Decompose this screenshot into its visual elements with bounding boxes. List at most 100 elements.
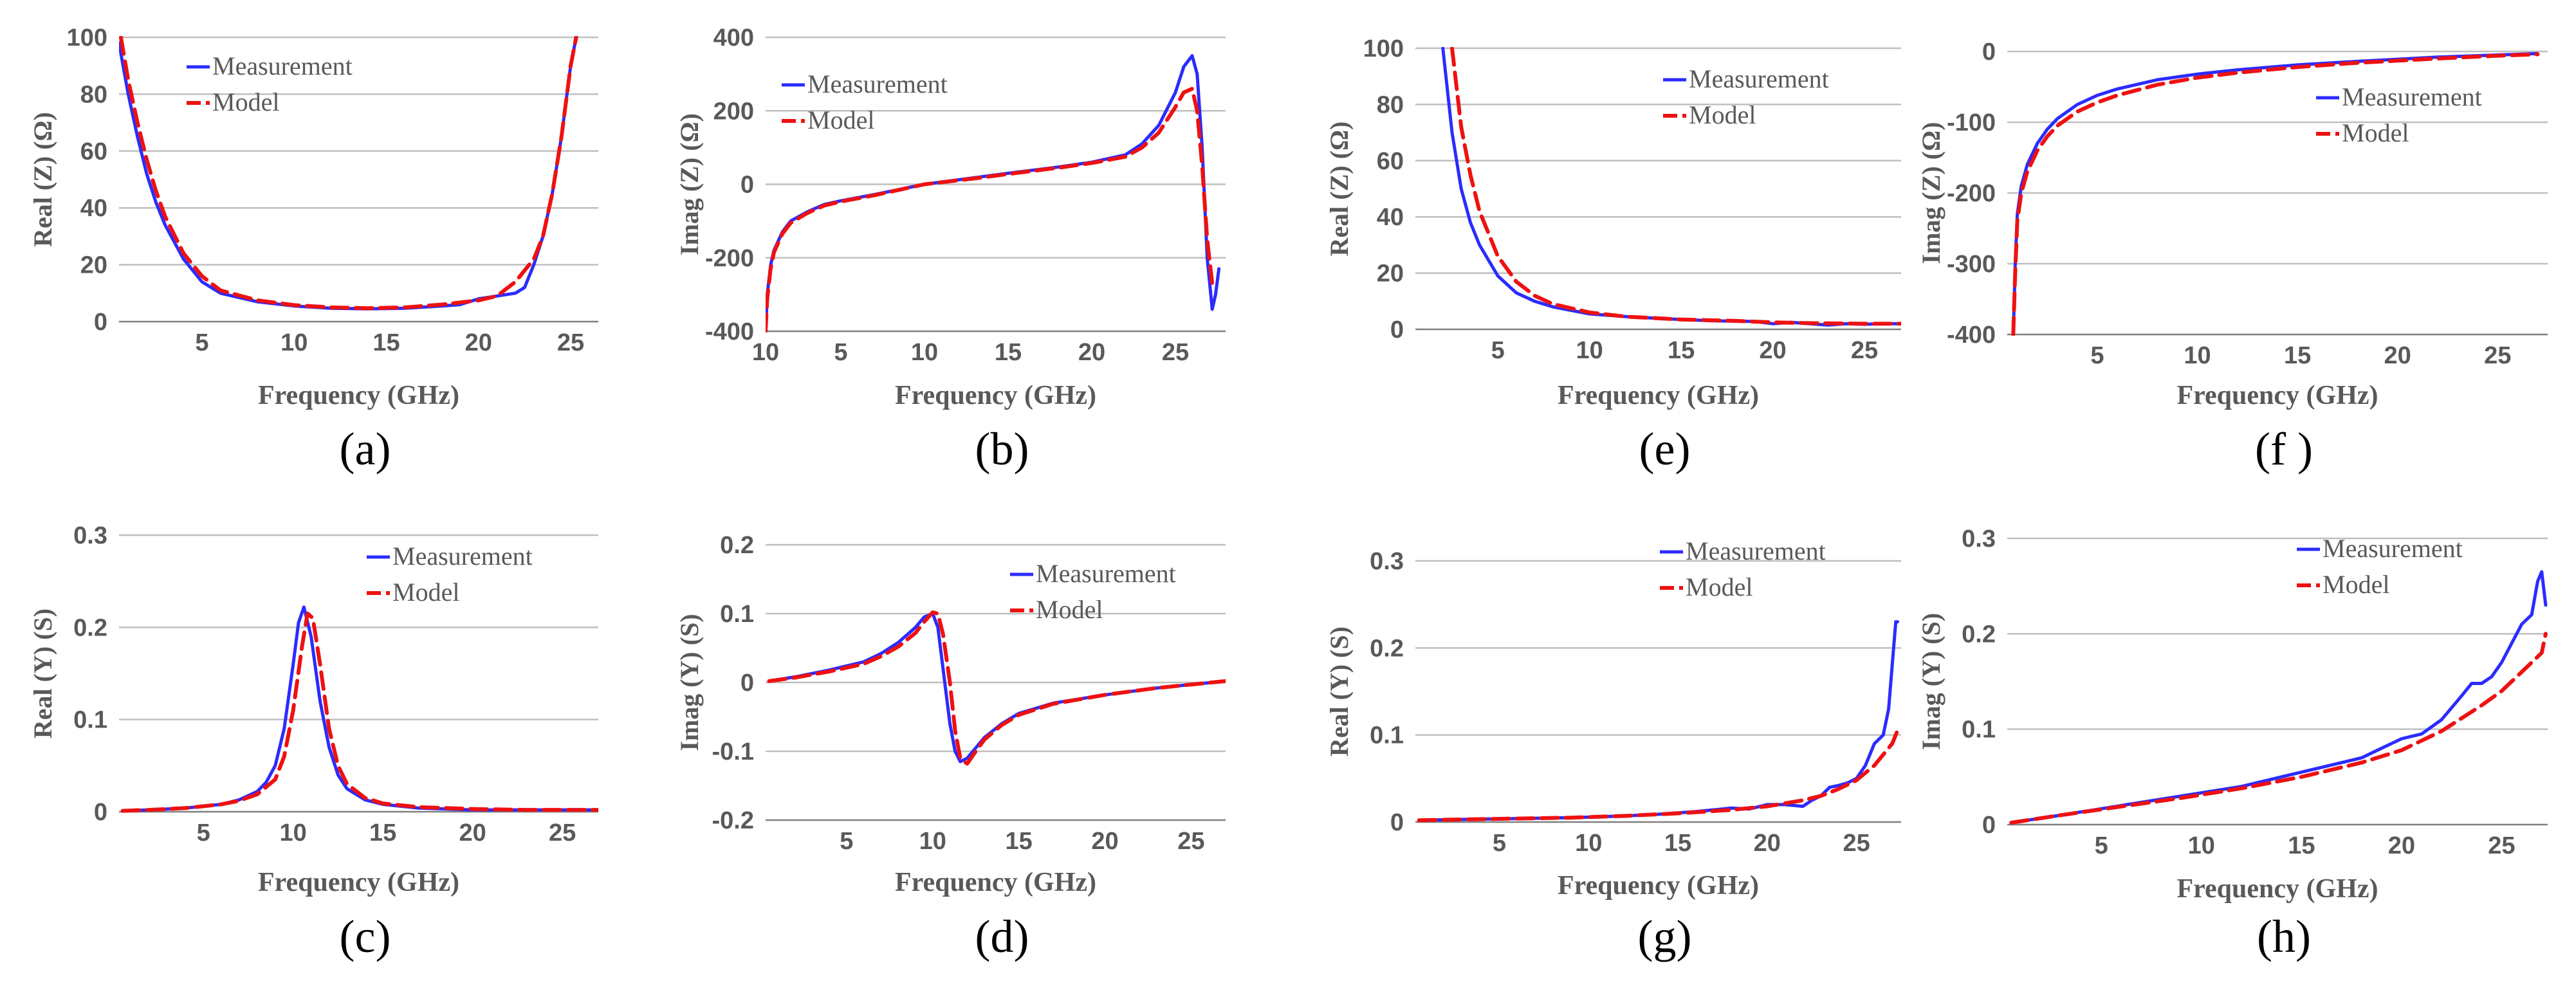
panel-label: (e) xyxy=(1639,423,1691,475)
y-tick-label: 0.2 xyxy=(1370,635,1404,662)
y-tick-label: 0 xyxy=(1390,809,1404,836)
y-tick-label: 60 xyxy=(80,138,107,165)
y-tick-label: -200 xyxy=(705,245,754,272)
legend-model-label: Model xyxy=(2323,570,2389,599)
panel-label: (b) xyxy=(975,423,1029,475)
x-tick-label: 20 xyxy=(2384,342,2411,369)
legend-model-label: Model xyxy=(1686,572,1753,601)
y-axis-label: Imag (Z) (Ω) xyxy=(1917,122,1946,264)
y-axis-label: Real (Z) (Ω) xyxy=(28,112,57,247)
x-tick-label: 10 xyxy=(1575,830,1602,857)
x-tick-label: 25 xyxy=(2484,342,2511,369)
x-axis-label: Frequency (GHz) xyxy=(258,868,459,897)
panel-label: (g) xyxy=(1638,911,1692,962)
x-tick-label: 15 xyxy=(1668,337,1695,364)
measurement-series-line xyxy=(1441,47,1901,327)
model-series-line xyxy=(1417,728,1900,823)
x-tick-label: 10 xyxy=(919,828,946,855)
panel-label: (a) xyxy=(340,423,391,475)
x-tick-label: 25 xyxy=(1843,830,1870,857)
x-tick-label: 15 xyxy=(2284,342,2311,369)
measurement-series-line xyxy=(767,612,1226,764)
x-tick-label: 20 xyxy=(1091,828,1118,855)
legend-measurement-label: Measurement xyxy=(1689,64,1829,93)
y-tick-label: 0.3 xyxy=(1962,526,1996,553)
x-tick-label: 15 xyxy=(373,329,400,356)
x-tick-label: 20 xyxy=(465,329,492,356)
legend-model-label: Model xyxy=(1036,595,1103,624)
x-tick-label: 15 xyxy=(1664,830,1691,857)
y-tick-label: -0.1 xyxy=(712,738,754,765)
y-tick-label: 0.2 xyxy=(1962,621,1996,648)
x-tick-label: 20 xyxy=(2388,832,2415,859)
legend-model-label: Model xyxy=(807,105,874,134)
y-tick-label: 80 xyxy=(80,81,107,108)
legend-measurement-label: Measurement xyxy=(2342,82,2482,111)
x-tick-label: 25 xyxy=(1851,337,1878,364)
legend-measurement-label: Measurement xyxy=(212,51,353,80)
chart-panel-d: -0.2 -0.1 0 0.1 0.2 5 10 15 20 25 Frequency (GHz) I… xyxy=(675,532,1226,962)
measurement-series-line xyxy=(1417,620,1899,822)
x-tick-label: 10 xyxy=(281,329,308,356)
y-tick-label: 0.1 xyxy=(720,601,754,628)
x-tick-label: 5 xyxy=(1491,337,1505,364)
chart-panel-h: 0 0.1 0.2 0.3 5 10 15 20 25 Frequency (GHz) Imag (… xyxy=(1917,526,2548,962)
y-tick-label: 0 xyxy=(94,309,107,336)
x-tick-label: 25 xyxy=(549,819,576,846)
chart-panel-a: 0 20 40 60 80 100 5 10 15 20 25 Frequency (GHz) Real… xyxy=(28,24,598,475)
y-tick-label: -100 xyxy=(1947,109,1996,136)
model-series-line xyxy=(766,87,1215,333)
y-axis-label: Real (Z) (Ω) xyxy=(1325,122,1354,257)
y-tick-label: 0.2 xyxy=(720,532,754,559)
y-tick-label: 0.3 xyxy=(73,522,107,549)
y-tick-label: 400 xyxy=(713,24,754,51)
y-tick-label: 40 xyxy=(80,195,107,222)
x-axis-label: Frequency (GHz) xyxy=(1558,871,1759,901)
legend-model-label: Model xyxy=(1689,100,1756,129)
y-tick-label: 0 xyxy=(1982,812,1996,839)
model-series-line xyxy=(120,611,598,813)
x-tick-label: 20 xyxy=(459,819,486,846)
y-tick-label: 40 xyxy=(1377,204,1404,231)
x-axis-label: Frequency (GHz) xyxy=(258,381,459,410)
legend-measurement-label: Measurement xyxy=(2323,534,2463,563)
y-axis-label: Imag (Y) (S) xyxy=(1917,613,1946,750)
y-tick-label: -400 xyxy=(705,318,754,345)
x-tick-label: 25 xyxy=(1177,828,1204,855)
x-tick-label: 5 xyxy=(2095,832,2108,859)
model-series-line xyxy=(1450,47,1901,326)
y-tick-label: 0 xyxy=(1982,39,1996,66)
x-tick-label: 5 xyxy=(834,339,847,366)
y-tick-label: 0 xyxy=(94,799,107,826)
x-tick-label: 25 xyxy=(557,329,584,356)
x-tick-label: 5 xyxy=(840,828,853,855)
x-tick-label: 10 xyxy=(911,339,938,366)
y-axis-label: Imag (Y) (S) xyxy=(675,614,704,751)
x-tick-label: 15 xyxy=(369,819,396,846)
x-tick-label: 10 xyxy=(2188,832,2215,859)
x-axis-label: Frequency (GHz) xyxy=(1558,381,1759,410)
measurement-series-line xyxy=(121,605,598,813)
panel-label: (h) xyxy=(2257,911,2311,962)
y-tick-label: 0 xyxy=(741,172,754,199)
x-tick-label: 25 xyxy=(1162,339,1189,366)
legend-measurement-label: Measurement xyxy=(1036,559,1176,588)
y-tick-label: -0.2 xyxy=(712,807,754,834)
x-tick-label: 15 xyxy=(995,339,1022,366)
y-tick-label: 80 xyxy=(1377,91,1404,118)
x-tick-label: 10 xyxy=(2184,342,2211,369)
y-tick-label: -400 xyxy=(1947,322,1996,349)
y-axis-label: Real (Y) (S) xyxy=(28,608,57,738)
x-tick-label: 10 xyxy=(1576,337,1603,364)
y-tick-label: 0.2 xyxy=(73,614,107,641)
x-tick-label: 5 xyxy=(2090,342,2104,369)
model-series-line xyxy=(2011,52,2540,336)
legend-model-label: Model xyxy=(2342,118,2409,147)
legend-model-label: Model xyxy=(392,578,459,607)
chart-panel-f: -400 -300 -200 -100 0 5 10 15 20 25 Frequency (GHz… xyxy=(1917,39,2548,475)
chart-panel-e: 0 20 40 60 80 100 5 10 15 20 25 Frequency (GHz) Real… xyxy=(1325,35,1901,475)
panel-label: (c) xyxy=(340,911,391,962)
x-tick-label: 10 xyxy=(280,819,307,846)
chart-panel-b: -400 -200 0 200 400 10 5 10 15 20 25 Frequency (GHz… xyxy=(675,24,1226,475)
x-tick-label: 15 xyxy=(1006,828,1033,855)
